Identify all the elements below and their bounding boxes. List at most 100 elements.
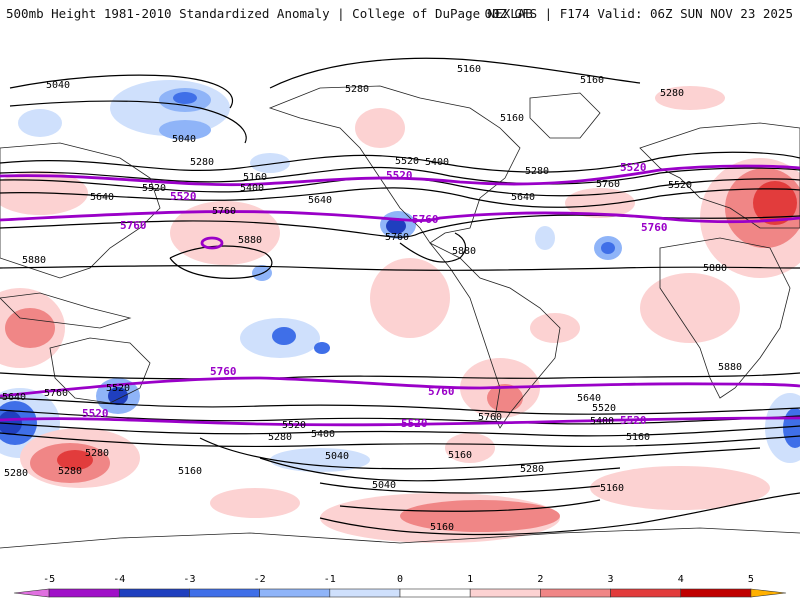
contour-label: 5760 (478, 412, 502, 423)
legend-bin (13, 588, 50, 598)
purple-label: 5760 (210, 365, 237, 378)
contour-line (319, 492, 800, 536)
legend-tick-label: 0 (397, 574, 403, 585)
contour-label: 5880 (238, 235, 262, 246)
legend-bin (48, 588, 120, 598)
contour-line (259, 457, 621, 482)
legend-tick-label: 1 (467, 574, 473, 585)
contour-label: 5040 (325, 451, 349, 462)
contour-label: 5760 (596, 179, 620, 190)
contour-label: 5640 (308, 195, 332, 206)
legend-tick-label: 4 (678, 574, 684, 585)
legend-tick-label: 3 (608, 574, 614, 585)
contour-line (0, 397, 800, 415)
anomaly-blob (487, 384, 523, 412)
color-scale-legend: -5 -4 -3 -2 -1 0 1 2 3 4 5 (0, 570, 800, 600)
legend-bin (189, 588, 260, 598)
contour-line (0, 166, 800, 185)
contour-line (169, 245, 273, 279)
legend-tick-label: -4 (113, 574, 125, 585)
coastline-africa (659, 237, 791, 399)
contour-label: 5040 (172, 134, 196, 145)
coastline-australia (49, 337, 151, 404)
contour-label: 5520 (395, 156, 419, 167)
anomaly-blob (753, 181, 797, 225)
contour-line (339, 499, 601, 512)
purple-contour-5760-north (0, 210, 800, 224)
legend-tick-label: -3 (183, 574, 195, 585)
contour-line (9, 74, 233, 109)
legend-bin (329, 588, 401, 598)
anomaly-blob (535, 226, 555, 250)
anomaly-blob (355, 108, 405, 148)
coastlines (0, 85, 800, 549)
contour-label: 5520 (142, 183, 166, 194)
legend-bin (610, 588, 682, 598)
legend-bin (118, 588, 190, 598)
purple-label: 5520 (620, 414, 647, 427)
contour-label: 5760 (44, 388, 68, 399)
contour-label: 5160 (626, 432, 650, 443)
contour-label: 5880 (452, 246, 476, 257)
contour-label: 5640 (511, 192, 535, 203)
coastline-greenland (529, 92, 601, 139)
purple-contour-5880-ring (200, 236, 224, 250)
contour-label: 5280 (525, 166, 549, 177)
contour-label: 5280 (4, 468, 28, 479)
legend-bin (469, 588, 541, 598)
contour-label: 5640 (577, 393, 601, 404)
contour-line (0, 176, 800, 197)
contour-line (0, 214, 800, 238)
contour-label: 5640 (2, 392, 26, 403)
coastline-north-america (268, 85, 521, 244)
anomaly-blob (250, 153, 290, 173)
legend-tick-label: 5 (748, 574, 754, 585)
contour-line (199, 437, 761, 470)
map-panel[interactable]: 5040 5280 5160 5160 5280 5040 5280 5520 … (0, 28, 800, 565)
legend-tick-label: -2 (254, 574, 266, 585)
purple-contour-labels: 5520 5760 5520 5520 5760 5760 5760 5760 … (82, 161, 668, 430)
contour-label: 5520 (592, 403, 616, 414)
contour-line (0, 432, 800, 448)
contour-label: 5400 (240, 183, 264, 194)
contour-label: 5280 (660, 88, 684, 99)
legend-bin (750, 588, 787, 598)
coastline-antarctica (0, 527, 800, 549)
anomaly-blob (386, 218, 406, 234)
legend-tick-label: -1 (324, 574, 336, 585)
coastline-south-america (429, 242, 561, 429)
anomaly-blob (0, 411, 22, 435)
anomaly-blob (640, 273, 740, 343)
contour-label: 5160 (457, 64, 481, 75)
purple-contour-5520-north (0, 164, 800, 187)
legend-tick-labels: -5 -4 -3 -2 -1 0 1 2 3 4 5 (43, 574, 754, 585)
purple-label: 5520 (401, 417, 428, 430)
purple-label: 5520 (82, 407, 109, 420)
anomaly-blob (173, 92, 197, 104)
contour-label: 5160 (600, 483, 624, 494)
purple-contour-5760-south (0, 376, 800, 398)
reference-contours (0, 164, 800, 427)
contour-label: 5280 (345, 84, 369, 95)
contour-label: 5160 (500, 113, 524, 124)
colorbar: -5 -4 -3 -2 -1 0 1 2 3 4 5 (13, 574, 787, 598)
chart-title: 500mb Height 1981-2010 Standardized Anom… (6, 6, 533, 21)
purple-label: 5520 (170, 190, 197, 203)
contour-label: 5160 (430, 522, 454, 533)
contour-label: 5280 (520, 464, 544, 475)
legend-bin (259, 588, 331, 598)
contour-label: 5520 (106, 383, 130, 394)
contour-label: 5160 (448, 450, 472, 461)
purple-label: 5760 (428, 385, 455, 398)
contour-label: 5520 (282, 420, 306, 431)
contour-label: 5040 (46, 80, 70, 91)
anomaly-blob (108, 387, 128, 405)
legend-bar (13, 588, 787, 598)
contour-line (0, 265, 800, 271)
anomaly-blob (530, 313, 580, 343)
contour-label: 5400 (311, 429, 335, 440)
purple-label: 5760 (641, 221, 668, 234)
legend-bin (399, 588, 471, 598)
contour-line (0, 151, 800, 173)
anomaly-blob (57, 450, 93, 470)
